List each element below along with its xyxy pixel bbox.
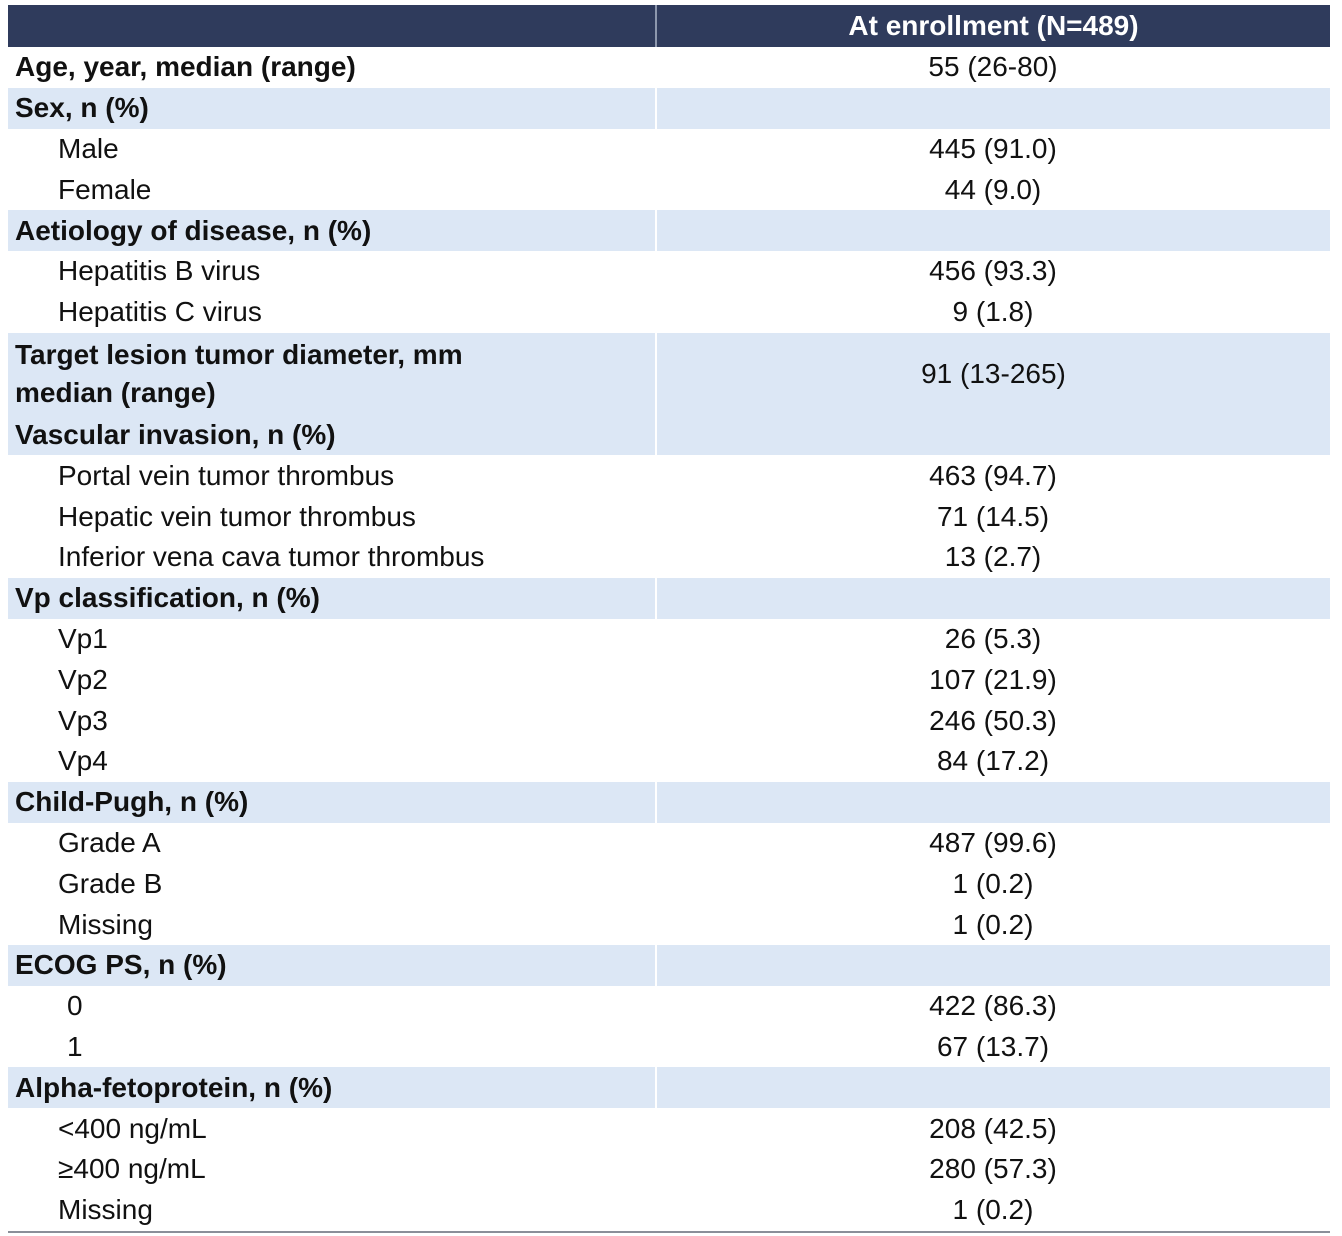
table-row: 0 422 (86.3) — [8, 986, 1330, 1027]
column-header: At enrollment (N=489) — [656, 5, 1330, 47]
table-row: ≥400 ng/mL 280 (57.3) — [8, 1149, 1330, 1190]
table-row: Hepatic vein tumor thrombus 71 (14.5) — [8, 496, 1330, 537]
row-label: Grade B — [58, 867, 163, 899]
row-label: Grade A — [58, 826, 161, 858]
row-label: Inferior vena cava tumor thrombus — [58, 541, 485, 573]
label-line: Target lesion tumor diameter, mm — [15, 338, 463, 370]
table-row: Portal vein tumor thrombus 463 (94.7) — [8, 455, 1330, 496]
table-row: Inferior vena cava tumor thrombus 13 (2.7… — [8, 537, 1330, 578]
header-cell — [8, 5, 657, 47]
baseline-table: At enrollment (N=489) Age, year, median … — [8, 5, 1330, 1233]
row-label: Hepatitis C virus — [58, 296, 262, 328]
section-cell — [656, 577, 1330, 619]
row-label: Hepatitis B virus — [58, 255, 261, 287]
row-label: Missing — [58, 908, 153, 940]
table-row: <400 ng/mL 208 (42.5) — [8, 1108, 1330, 1149]
table-row: Sex, n (%) — [8, 87, 1330, 129]
row-value: 422 (86.3) — [929, 990, 1057, 1022]
row-value: 280 (57.3) — [929, 1153, 1057, 1185]
table-row: 1 67 (13.7) — [8, 1027, 1330, 1068]
row-label: Age, year, median (range) — [15, 51, 356, 83]
table-row: Missing 1 (0.2) — [8, 1190, 1330, 1232]
row-value: 9 (1.8) — [952, 296, 1034, 328]
row-value: 208 (42.5) — [929, 1112, 1057, 1144]
row-value: 463 (94.7) — [929, 459, 1057, 491]
table-row: Age, year, median (range) 55 (26-80) — [8, 47, 1330, 88]
row-label: Hepatic vein tumor thrombus — [58, 500, 416, 532]
row-value: 1 (0.2) — [952, 908, 1034, 940]
table-row: Missing 1 (0.2) — [8, 904, 1330, 945]
header-row: At enrollment (N=489) — [8, 5, 1330, 47]
row-value: 246 (50.3) — [929, 704, 1057, 736]
row-value: 26 (5.3) — [944, 622, 1042, 654]
table-row: Vp2 107 (21.9) — [8, 659, 1330, 700]
row-label: Male — [58, 132, 119, 164]
table-row: Target lesion tumor diameter, mm median (… — [8, 332, 1330, 415]
section-cell — [656, 781, 1330, 823]
row-value: 67 (13.7) — [936, 1030, 1050, 1062]
row-value: 445 (91.0) — [929, 132, 1057, 164]
section-cell — [656, 1067, 1330, 1109]
row-value: 107 (21.9) — [929, 663, 1057, 695]
row-label: 1 — [67, 1030, 83, 1062]
table-row: Child-Pugh, n (%) — [8, 781, 1330, 823]
row-value: 456 (93.3) — [929, 255, 1057, 287]
row-label: Vp4 — [58, 745, 108, 777]
table-row: Aetiology of disease, n (%) — [8, 210, 1330, 251]
row-value: 13 (2.7) — [944, 541, 1042, 573]
row-value: 55 (26-80) — [928, 51, 1058, 83]
row-label: 0 — [67, 990, 83, 1022]
table-row: Grade B 1 (0.2) — [8, 863, 1330, 904]
label-line: median (range) — [15, 376, 216, 408]
section-label: Alpha-fetoprotein, n (%) — [8, 1067, 657, 1109]
section-cell — [656, 210, 1330, 251]
row-value: 1 (0.2) — [952, 1194, 1034, 1226]
row-label: Vp3 — [58, 704, 108, 736]
table-row: Grade A 487 (99.6) — [8, 823, 1330, 864]
table-row: Female 44 (9.0) — [8, 169, 1330, 210]
row-label: Portal vein tumor thrombus — [58, 459, 395, 491]
section-label: Vascular invasion, n (%) — [8, 414, 657, 456]
table-row: Vascular invasion, n (%) — [8, 414, 1330, 456]
table-row: Vp4 84 (17.2) — [8, 741, 1330, 782]
row-label: ≥400 ng/mL — [58, 1153, 206, 1185]
row-value: 91 (13-265) — [656, 332, 1330, 415]
section-label: Child-Pugh, n (%) — [8, 781, 657, 823]
table-row: Hepatitis C virus 9 (1.8) — [8, 292, 1330, 333]
row-value: 71 (14.5) — [936, 500, 1050, 532]
section-label: Sex, n (%) — [8, 87, 657, 129]
row-label: Vp2 — [58, 663, 108, 695]
row-value: 44 (9.0) — [944, 173, 1042, 205]
row-label: Female — [58, 173, 152, 205]
table-row: Vp3 246 (50.3) — [8, 700, 1330, 741]
row-value: 84 (17.2) — [936, 745, 1050, 777]
table-row: Alpha-fetoprotein, n (%) — [8, 1067, 1330, 1109]
section-label: Aetiology of disease, n (%) — [8, 210, 657, 251]
row-label: <400 ng/mL — [58, 1112, 207, 1144]
section-cell — [656, 87, 1330, 129]
table-row: Hepatitis B virus 456 (93.3) — [8, 251, 1330, 292]
row-value: 487 (99.6) — [929, 826, 1057, 858]
row-label: Missing — [58, 1194, 153, 1226]
table-row: ECOG PS, n (%) — [8, 944, 1330, 986]
section-label: Vp classification, n (%) — [8, 577, 657, 619]
section-label: ECOG PS, n (%) — [8, 944, 657, 986]
table-row: Vp classification, n (%) — [8, 577, 1330, 619]
row-label: Target lesion tumor diameter, mm median (… — [8, 332, 657, 415]
section-cell — [656, 944, 1330, 986]
table-row: Vp1 26 (5.3) — [8, 619, 1330, 660]
row-label: Vp1 — [58, 622, 108, 654]
section-cell — [656, 414, 1330, 456]
table-row: Male 445 (91.0) — [8, 129, 1330, 170]
row-value: 1 (0.2) — [952, 867, 1034, 899]
